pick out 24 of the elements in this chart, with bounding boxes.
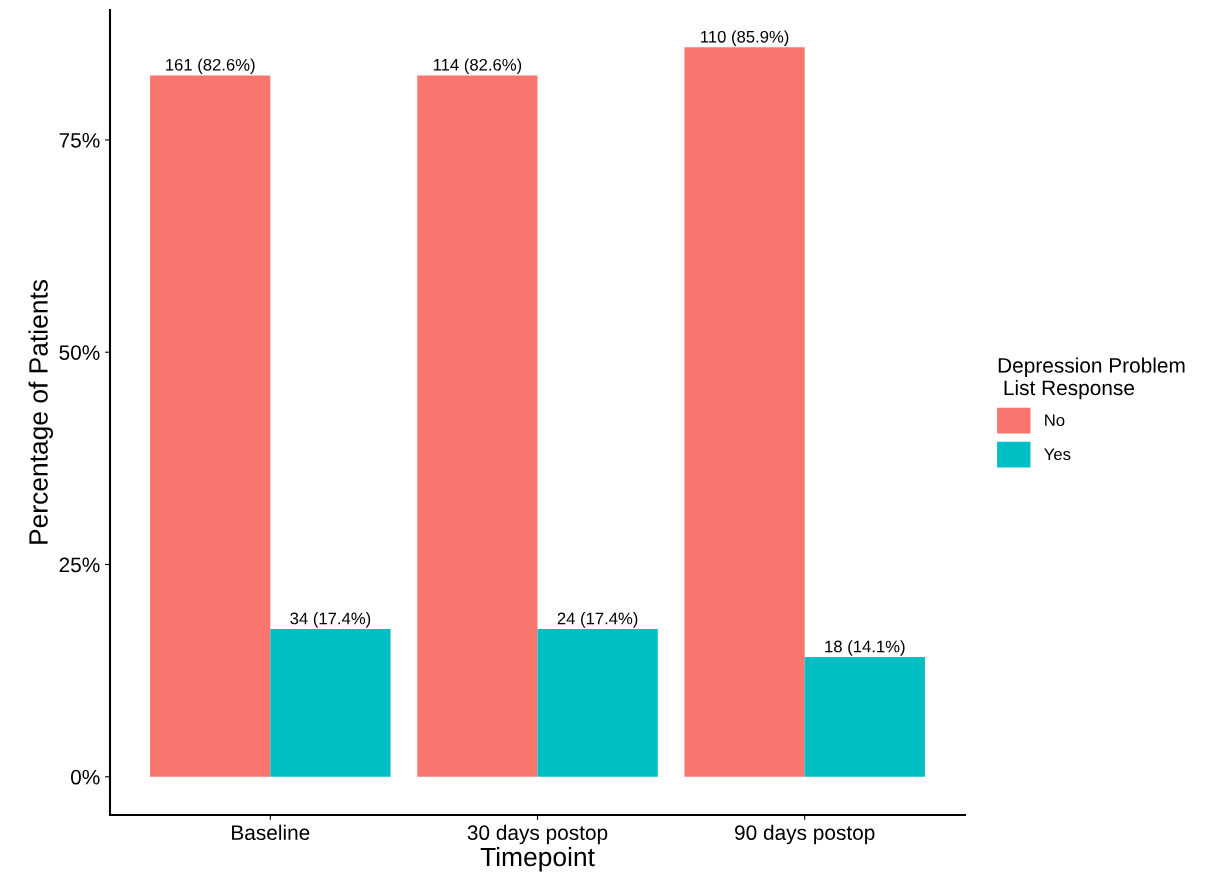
bar [684, 47, 805, 777]
data-label: 34 (17.4%) [290, 612, 371, 628]
data-label: 114 (82.6%) [433, 58, 522, 74]
legend-label: No [1045, 414, 1065, 427]
data-label: 161 (82.6%) [166, 58, 255, 74]
bar [417, 75, 538, 777]
data-label: 110 (85.9%) [701, 30, 789, 46]
x-tick-label: 30 days postop [467, 824, 608, 845]
legend-label: Yes [1044, 448, 1071, 461]
y-tick-label: 0% [70, 769, 100, 785]
y-tick-label: 25% [59, 557, 100, 573]
data-label: 24 (17.4%) [557, 612, 638, 628]
x-tick-label: Baseline [232, 824, 310, 841]
x-axis-title: Timepoint [480, 846, 595, 872]
bar [150, 75, 271, 777]
y-axis-title: Percentage of Patients [28, 279, 54, 544]
y-tick-label: 50% [59, 345, 100, 360]
y-tick-label: 75% [59, 133, 100, 148]
data-label: 18 (14.1%) [825, 640, 905, 656]
bar [270, 629, 391, 777]
bar [804, 657, 925, 777]
bar [537, 629, 658, 777]
legend-title: Depression Problem List Response [998, 357, 1185, 400]
x-tick-label: 90 days postop [735, 824, 875, 845]
